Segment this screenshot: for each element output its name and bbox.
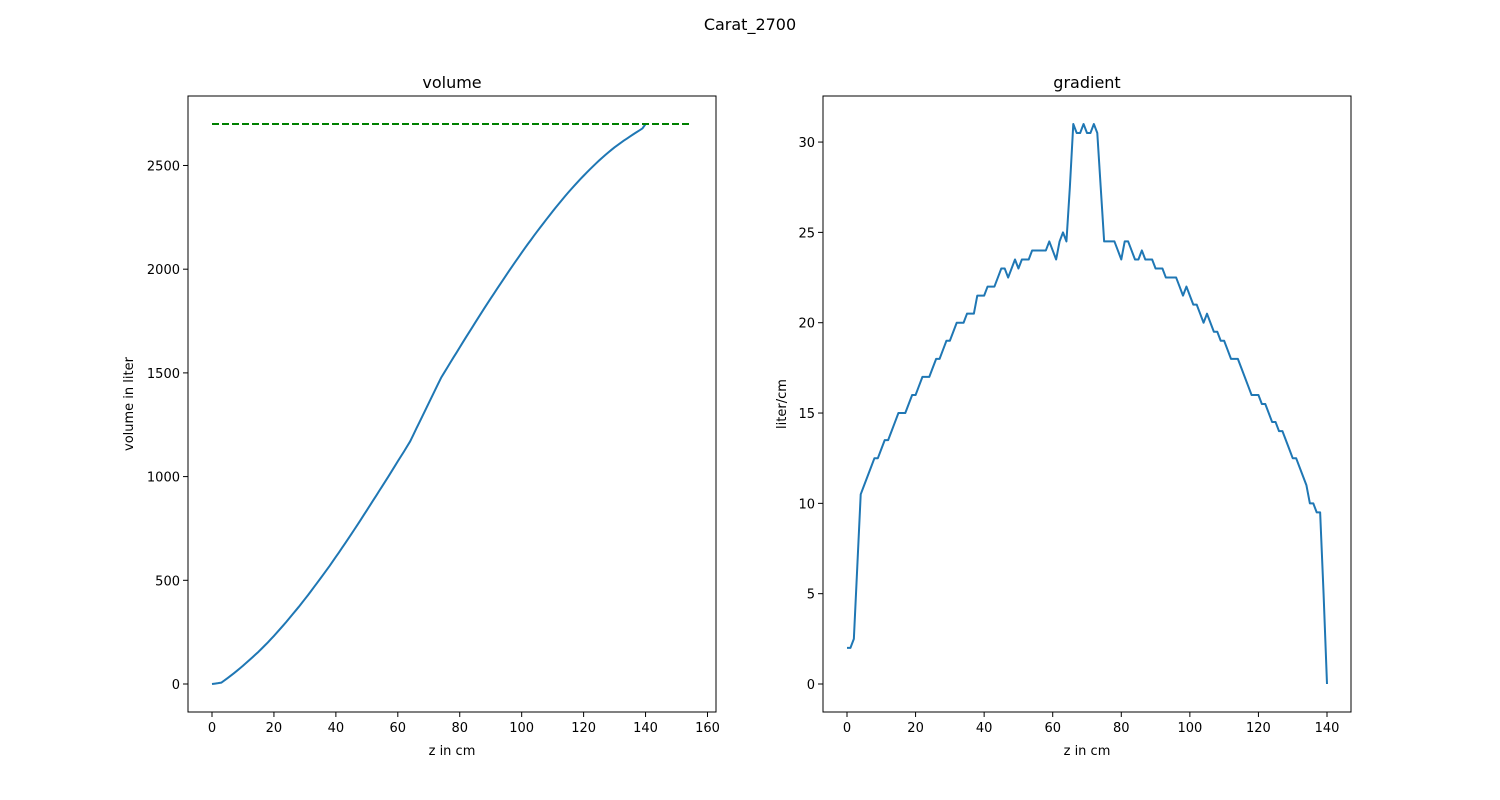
gradient-ytick-label: 15 [798,407,815,422]
volume-ytick-label: 0 [172,678,180,693]
volume-ylabel: volume in liter [122,356,137,451]
volume-ytick-label: 500 [155,574,180,589]
volume-xtick-label: 140 [633,721,658,736]
gradient-xlabel: z in cm [1064,744,1111,759]
volume-series-0-line [211,123,647,685]
volume-ytick-label: 2000 [147,263,180,278]
volume-xtick-label: 120 [571,721,596,736]
volume-xtick-label: 20 [266,721,283,736]
volume-title: volume [422,73,481,92]
gradient-xtick-label: 20 [907,721,924,736]
gradient-ytick-label: 30 [798,136,815,151]
volume-xtick-label: 0 [208,721,216,736]
gradient-xtick-label: 120 [1246,721,1271,736]
volume-xlabel: z in cm [429,744,476,759]
gradient-ytick-label: 10 [798,497,815,512]
volume-axes-frame [187,95,717,713]
gradient-xtick-label: 0 [843,721,851,736]
gradient-xtick-label: 40 [976,721,993,736]
volume-ytick-label: 1000 [147,471,180,486]
gradient-ytick-label: 25 [798,226,815,241]
volume-xtick-label: 40 [328,721,345,736]
volume-axes: 0 20 40 60 80 100 120 140 160 0 500 1000 1500 2000 250… [122,73,720,759]
gradient-series-0-line [847,123,1328,685]
gradient-title: gradient [1053,73,1120,92]
figure-suptitle: Carat_2700 [704,15,796,35]
gradient-ylabel: liter/cm [775,379,790,429]
gradient-ytick-label: 20 [798,317,815,332]
gradient-xtick-label: 140 [1315,721,1340,736]
volume-ytick-label: 2500 [147,159,180,174]
gradient-ytick-label: 0 [807,678,815,693]
gradient-xtick-label: 80 [1113,721,1130,736]
gradient-xtick-label: 60 [1044,721,1061,736]
volume-xtick-label: 160 [695,721,720,736]
volume-ytick-label: 1500 [147,367,180,382]
volume-xtick-label: 100 [509,721,534,736]
gradient-axes-frame [822,95,1352,713]
gradient-ytick-label: 5 [807,588,815,603]
volume-xtick-label: 80 [451,721,468,736]
gradient-xtick-label: 100 [1177,721,1202,736]
volume-xtick-label: 60 [390,721,407,736]
gradient-axes: 0 20 40 60 80 100 120 140 0 5 10 15 20 25 30 gradient z … [775,73,1352,759]
